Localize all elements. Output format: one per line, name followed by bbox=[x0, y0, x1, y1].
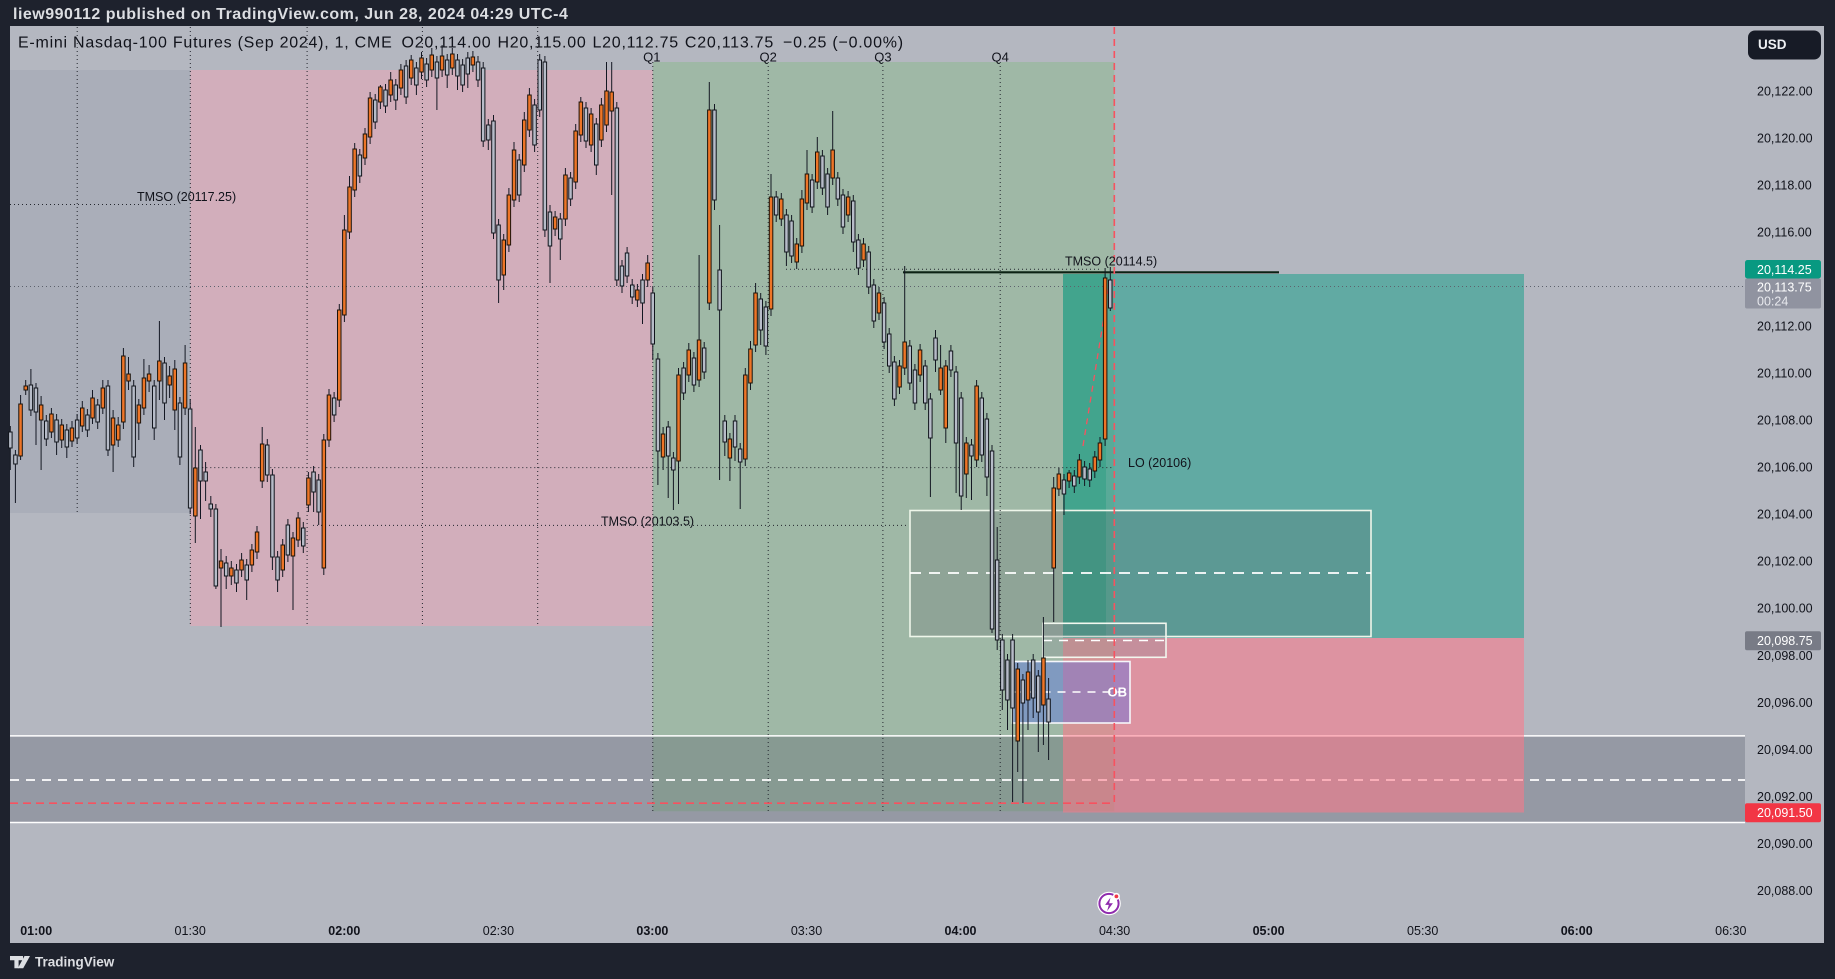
svg-text:20,102.00: 20,102.00 bbox=[1757, 555, 1813, 569]
svg-text:02:00: 02:00 bbox=[328, 924, 360, 938]
svg-text:20,100.00: 20,100.00 bbox=[1757, 602, 1813, 616]
svg-text:06:30: 06:30 bbox=[1715, 924, 1746, 938]
svg-text:20,106.00: 20,106.00 bbox=[1757, 461, 1813, 475]
svg-text:20,120.00: 20,120.00 bbox=[1757, 131, 1813, 145]
svg-text:liew990112 published on Tradin: liew990112 published on TradingView.com,… bbox=[13, 6, 568, 23]
svg-text:04:30: 04:30 bbox=[1099, 924, 1130, 938]
svg-text:20,118.00: 20,118.00 bbox=[1757, 178, 1812, 192]
svg-text:E-mini Nasdaq-100 Futures (Sep: E-mini Nasdaq-100 Futures (Sep 2024), 1,… bbox=[18, 35, 904, 52]
svg-text:05:30: 05:30 bbox=[1407, 924, 1438, 938]
svg-text:20,096.00: 20,096.00 bbox=[1757, 696, 1813, 710]
svg-text:TMSO (20117.25): TMSO (20117.25) bbox=[137, 190, 236, 204]
svg-text:20,114.25: 20,114.25 bbox=[1757, 263, 1812, 277]
svg-text:20,098.00: 20,098.00 bbox=[1757, 649, 1813, 663]
svg-text:04:00: 04:00 bbox=[945, 924, 977, 938]
svg-text:TMSO (20114.5): TMSO (20114.5) bbox=[1065, 255, 1157, 269]
svg-text:20,090.00: 20,090.00 bbox=[1757, 837, 1813, 851]
svg-text:01:00: 01:00 bbox=[20, 924, 52, 938]
svg-text:20,091.50: 20,091.50 bbox=[1757, 806, 1813, 820]
svg-text:20,104.00: 20,104.00 bbox=[1757, 508, 1813, 522]
svg-text:Q4: Q4 bbox=[992, 50, 1009, 65]
svg-text:00:24: 00:24 bbox=[1757, 295, 1788, 309]
svg-text:05:00: 05:00 bbox=[1253, 924, 1285, 938]
svg-text:Q2: Q2 bbox=[760, 50, 777, 65]
svg-text:Q1: Q1 bbox=[643, 50, 660, 65]
svg-text:03:00: 03:00 bbox=[636, 924, 668, 938]
svg-text:01:30: 01:30 bbox=[175, 924, 206, 938]
svg-text:20,098.75: 20,098.75 bbox=[1757, 634, 1813, 648]
svg-text:TradingView: TradingView bbox=[35, 955, 115, 970]
svg-text:20,122.00: 20,122.00 bbox=[1757, 84, 1813, 98]
svg-text:20,116.00: 20,116.00 bbox=[1757, 225, 1812, 239]
svg-text:20,110.00: 20,110.00 bbox=[1757, 367, 1812, 381]
svg-text:20,092.00: 20,092.00 bbox=[1757, 790, 1813, 804]
svg-text:20,088.00: 20,088.00 bbox=[1757, 884, 1813, 898]
svg-text:20,113.75: 20,113.75 bbox=[1757, 281, 1812, 295]
svg-text:Q3: Q3 bbox=[874, 50, 891, 65]
svg-text:20,094.00: 20,094.00 bbox=[1757, 743, 1813, 757]
svg-text:TMSO (20103.5): TMSO (20103.5) bbox=[601, 515, 694, 529]
svg-text:02:30: 02:30 bbox=[483, 924, 514, 938]
svg-text:OB: OB bbox=[1108, 685, 1128, 700]
svg-text:USD: USD bbox=[1758, 37, 1787, 52]
svg-text:03:30: 03:30 bbox=[791, 924, 822, 938]
svg-text:LO (20106): LO (20106) bbox=[1128, 456, 1191, 470]
svg-text:20,108.00: 20,108.00 bbox=[1757, 414, 1813, 428]
svg-text:20,112.00: 20,112.00 bbox=[1757, 320, 1812, 334]
svg-text:06:00: 06:00 bbox=[1561, 924, 1593, 938]
